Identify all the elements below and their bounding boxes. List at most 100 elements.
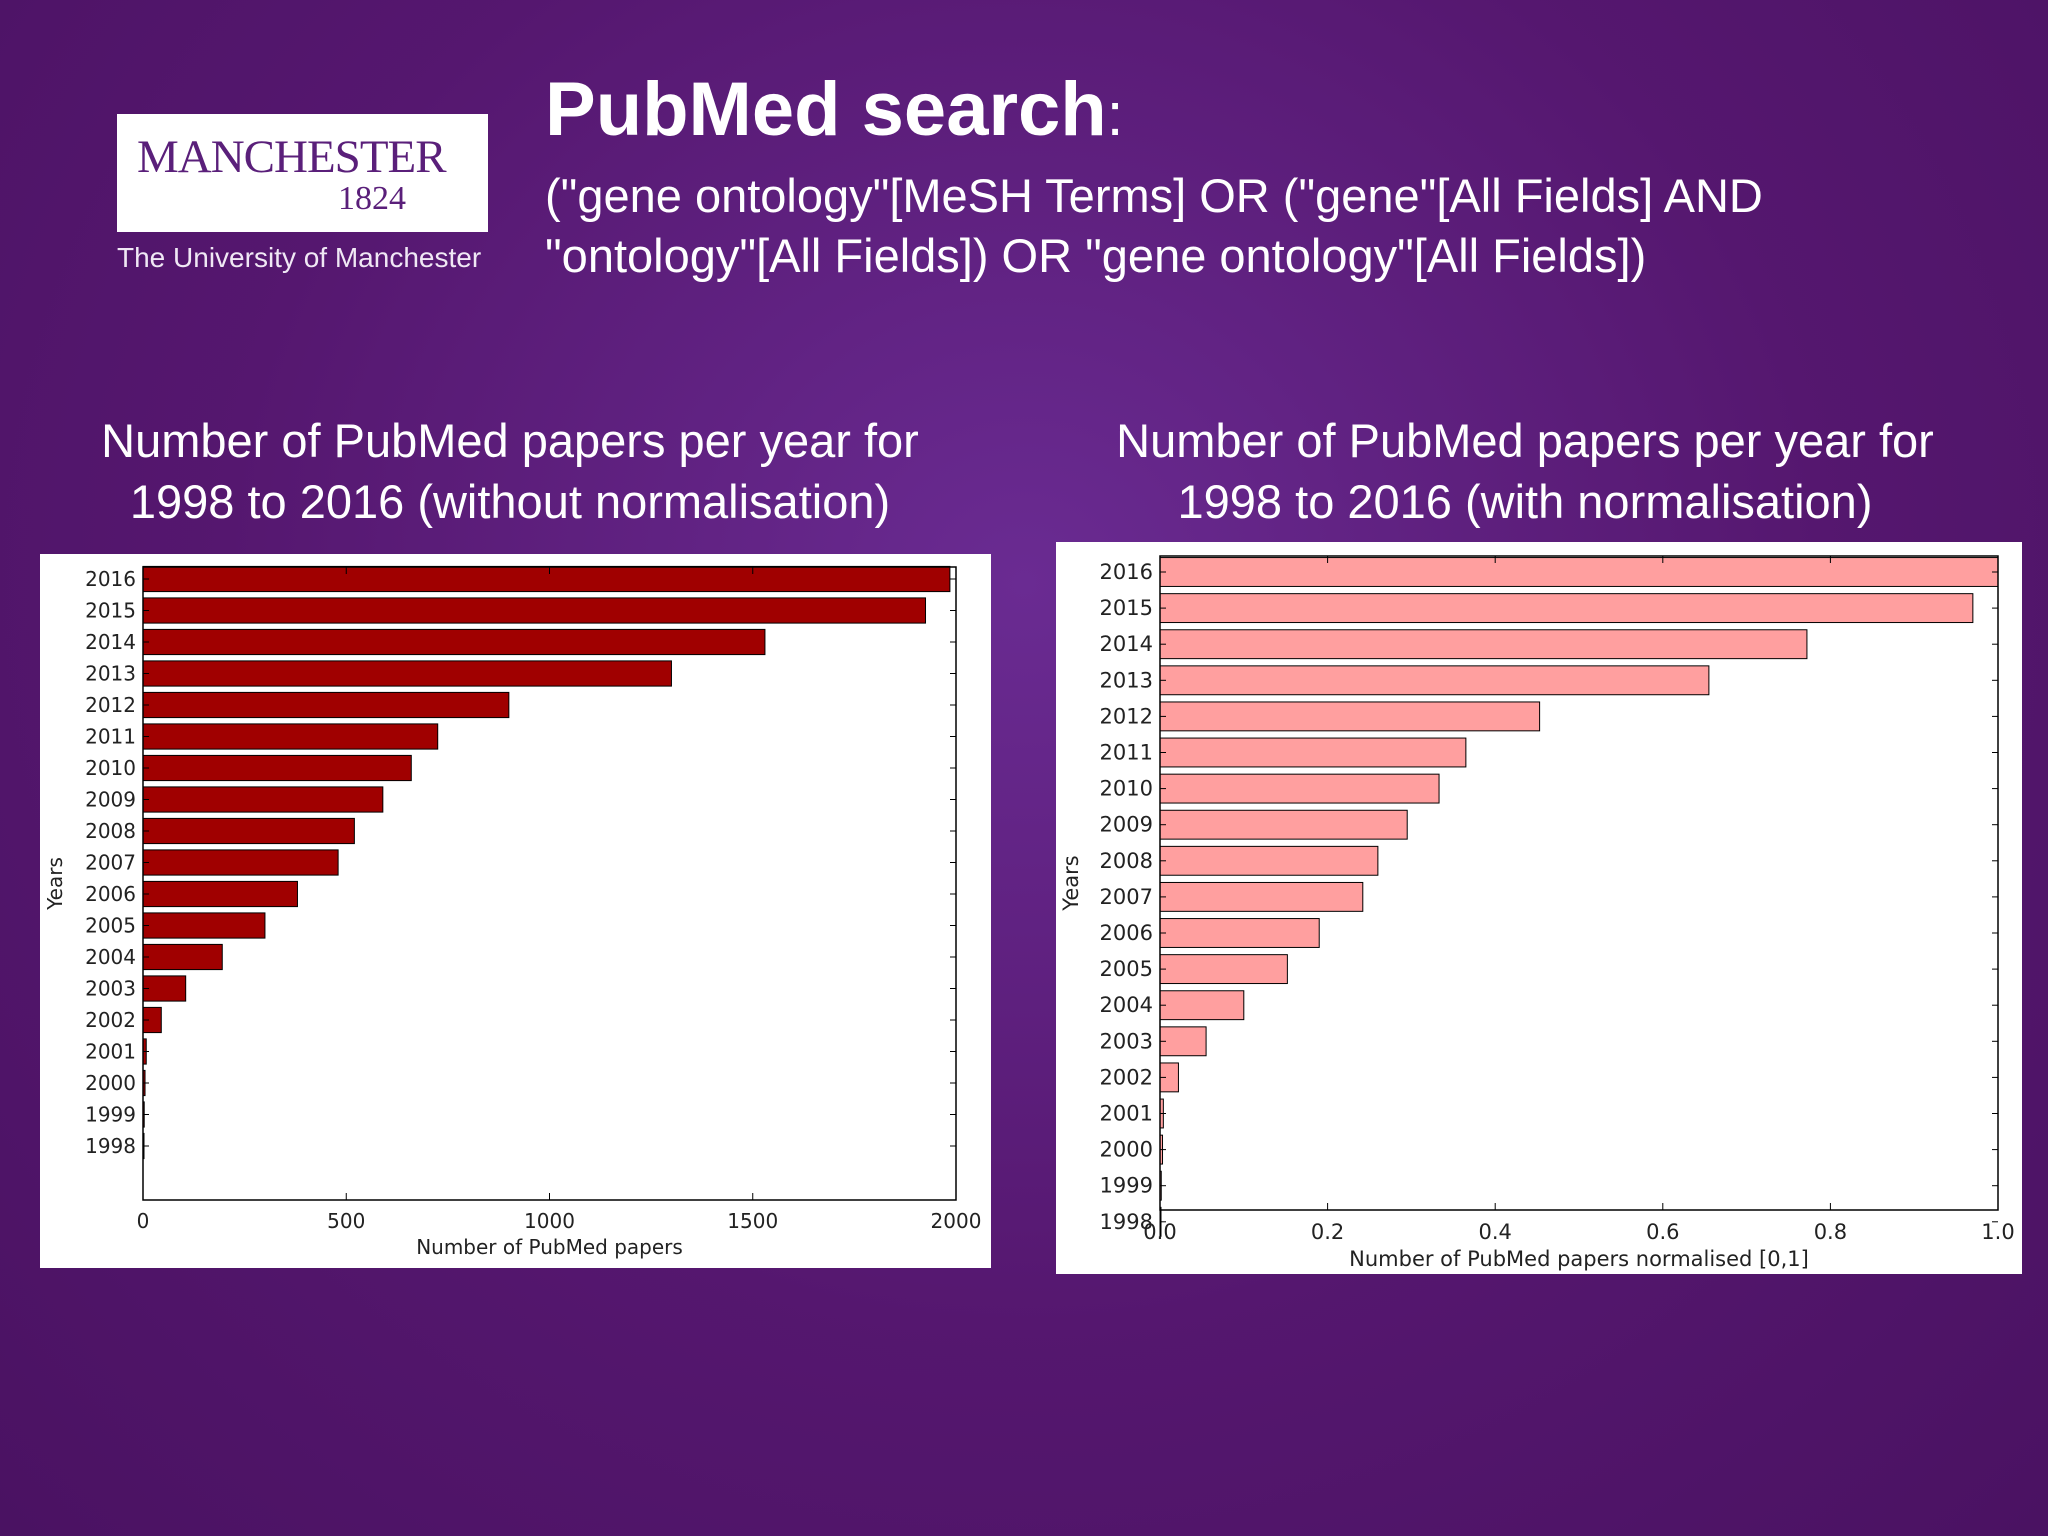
chart-title-right-line-1: Number of PubMed papers per year for (1116, 414, 1934, 467)
y-tick-label-2012: 2012 (85, 693, 136, 717)
x-tick-label-1.0: 1.0 (1981, 1220, 2014, 1244)
plot-frame (1159, 555, 1999, 1211)
y-tick-label-2013: 2013 (85, 662, 136, 686)
page-title-colon: : (1106, 81, 1124, 148)
bar-2010 (1159, 773, 1440, 804)
y-tick-label-2006: 2006 (85, 882, 136, 906)
y-tick-label-2007: 2007 (85, 851, 136, 875)
x-tick-label-500: 500 (327, 1209, 365, 1233)
y-tick-label-2009: 2009 (85, 788, 136, 812)
bar-2013 (142, 660, 672, 687)
y-tick-label-2005: 2005 (85, 914, 136, 938)
x-axis-label: Number of PubMed papers (416, 1235, 683, 1259)
y-tick-label-2004: 2004 (1100, 993, 1153, 1017)
y-tick-label-2002: 2002 (85, 1008, 136, 1032)
y-tick-label-2009: 2009 (1100, 813, 1153, 837)
bar-2008 (142, 817, 355, 845)
y-tick-label-1998: 1998 (85, 1134, 136, 1158)
x-tick-label-1000: 1000 (524, 1209, 575, 1233)
y-tick-label-2012: 2012 (1100, 704, 1153, 728)
chart-title-right-line-2: 1998 to 2016 (with normalisation) (1177, 475, 1873, 528)
bar-2005 (142, 912, 266, 939)
bar-2016 (142, 565, 951, 593)
search-query: ("gene ontology"[MeSH Terms] OR ("gene"[… (545, 166, 2005, 286)
bar-2009 (142, 786, 384, 813)
bar-2003 (142, 975, 187, 1002)
x-tick-label-0.6: 0.6 (1646, 1220, 1679, 1244)
page-title-text: PubMed search (545, 67, 1107, 152)
x-tick-label-0.8: 0.8 (1814, 1220, 1847, 1244)
y-tick-label-2016: 2016 (85, 567, 136, 591)
chart-title-left-line-1: Number of PubMed papers per year for (101, 414, 919, 467)
page-title: PubMed search: (545, 72, 1123, 148)
x-tick-label-2000: 2000 (931, 1209, 982, 1233)
bar-2012 (142, 691, 510, 719)
x-tick-label-0: 0 (137, 1209, 150, 1233)
y-tick-label-2003: 2003 (85, 977, 136, 1001)
bar-2015 (1159, 593, 1974, 624)
bar-2014 (142, 628, 766, 656)
bar-chart-normalised: 1998 1999 2000 2001 2002 2003 2004 2005 2006 2007… (1059, 555, 2015, 1271)
bar-2010 (142, 754, 412, 782)
y-axis-label: Years (1059, 855, 1083, 911)
y-tick-label-2008: 2008 (1100, 849, 1153, 873)
bar-2013 (1159, 665, 1710, 696)
x-tick-label-1500: 1500 (727, 1209, 778, 1233)
bar-2004 (1159, 990, 1245, 1021)
x-tick-label-0.4: 0.4 (1478, 1220, 1511, 1244)
bar-2004 (142, 943, 223, 971)
logo-subtitle: The University of Manchester (117, 242, 482, 273)
logo-year: 1824 (338, 180, 406, 217)
y-tick-label-2014: 2014 (85, 630, 136, 654)
bar-2006 (1159, 918, 1320, 948)
y-tick-label-1999: 1999 (1100, 1174, 1153, 1198)
university-logo: MANCHESTER 1824 The University of Manche… (117, 114, 488, 274)
x-axis-label: Number of PubMed papers normalised [0,1] (1349, 1247, 1809, 1271)
chart-panel-left: 1998 1999 2000 2001 2002 2003 2004 2005 2006 2007… (40, 554, 991, 1268)
x-tick-label-0.0: 0.0 (1143, 1220, 1176, 1244)
bar-2007 (1159, 881, 1364, 912)
bar-2006 (142, 880, 298, 908)
y-tick-label-2001: 2001 (85, 1040, 136, 1064)
y-tick-label-2015: 2015 (85, 599, 136, 623)
bar-2003 (1159, 1026, 1207, 1057)
chart-title-left: Number of PubMed papers per year for 199… (30, 410, 990, 532)
y-tick-label-2003: 2003 (1100, 1029, 1153, 1053)
search-query-line-1: ("gene ontology"[MeSH Terms] OR ("gene"[… (545, 169, 1763, 222)
y-tick-label-2011: 2011 (1100, 741, 1153, 765)
search-query-line-2: "ontology"[All Fields]) OR "gene ontolog… (545, 229, 1647, 282)
logo-box: MANCHESTER 1824 (117, 114, 488, 232)
x-tick-label-0.2: 0.2 (1311, 1220, 1344, 1244)
y-tick-label-1999: 1999 (85, 1103, 136, 1127)
y-tick-label-2008: 2008 (85, 819, 136, 843)
bar-2011 (142, 723, 439, 750)
bar-2011 (1159, 737, 1467, 768)
bar-2014 (1159, 629, 1808, 660)
y-axis-label: Years (43, 857, 67, 911)
y-tick-label-2016: 2016 (1100, 560, 1153, 584)
y-tick-label-2000: 2000 (1100, 1138, 1153, 1162)
bar-2009 (1159, 809, 1408, 840)
y-tick-label-1998: 1998 (1100, 1210, 1153, 1234)
bar-2016 (1159, 557, 1999, 587)
bar-2012 (1159, 701, 1541, 732)
bar-2015 (142, 597, 927, 624)
y-tick-label-2002: 2002 (1100, 1065, 1153, 1089)
y-tick-label-2010: 2010 (1100, 777, 1153, 801)
y-tick-label-2014: 2014 (1100, 632, 1153, 656)
y-tick-label-2006: 2006 (1100, 921, 1153, 945)
y-tick-label-2004: 2004 (85, 945, 136, 969)
y-tick-label-2000: 2000 (85, 1071, 136, 1095)
bar-2008 (1159, 845, 1379, 876)
y-tick-label-2013: 2013 (1100, 668, 1153, 692)
y-tick-label-2011: 2011 (85, 725, 136, 749)
logo-name: MANCHESTER (137, 131, 447, 183)
chart-panel-right: 1998 1999 2000 2001 2002 2003 2004 2005 2006 2007… (1056, 542, 2022, 1274)
chart-title-left-line-2: 1998 to 2016 (without normalisation) (129, 475, 891, 528)
y-tick-label-2001: 2001 (1100, 1102, 1153, 1126)
bar-chart-unnormalised: 1998 1999 2000 2001 2002 2003 2004 2005 2006 2007… (43, 565, 982, 1259)
y-tick-label-2015: 2015 (1100, 596, 1153, 620)
chart-title-right: Number of PubMed papers per year for 199… (1040, 410, 2010, 532)
bar-2005 (1159, 954, 1288, 985)
y-tick-label-2010: 2010 (85, 756, 136, 780)
